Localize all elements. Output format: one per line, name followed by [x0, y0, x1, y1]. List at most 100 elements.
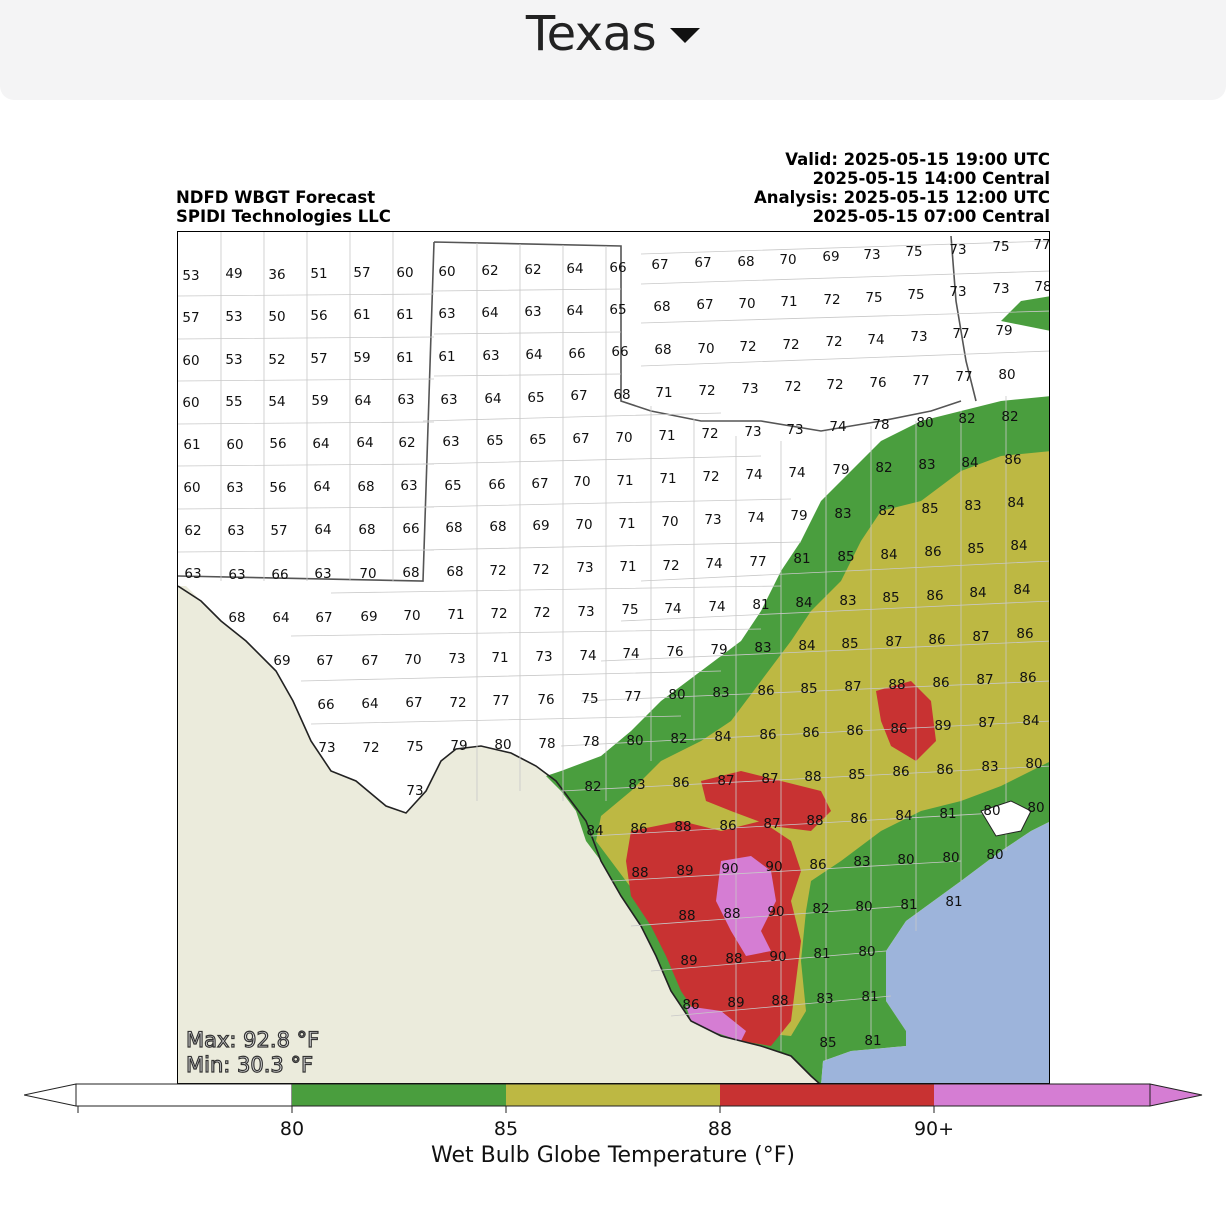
- min-max-stats: Max: 92.8 °F Min: 30.3 °F: [185, 1027, 319, 1078]
- wbgt-point-value: 73: [577, 604, 594, 620]
- wbgt-point-value: 81: [864, 1033, 881, 1049]
- wbgt-point-value: 72: [702, 469, 719, 485]
- colorbar-tick-85: 85: [493, 1118, 519, 1140]
- wbgt-point-value: 74: [747, 510, 764, 526]
- wbgt-point-value: 70: [573, 474, 590, 490]
- wbgt-point-value: 81: [861, 989, 878, 1005]
- wbgt-point-value: 78: [582, 734, 599, 750]
- wbgt-point-value: 68: [653, 299, 670, 315]
- wbgt-point-value: 74: [708, 599, 725, 615]
- wbgt-point-value: 63: [314, 566, 331, 582]
- wbgt-point-value: 72: [449, 695, 466, 711]
- valid-central: 2025-05-15 14:00 Central: [812, 169, 1050, 188]
- wbgt-point-value: 90: [721, 861, 738, 877]
- wbgt-point-value: 84: [969, 585, 986, 601]
- wbgt-point-value: 72: [489, 563, 506, 579]
- wbgt-point-value: 89: [680, 953, 697, 969]
- wbgt-point-value: 57: [353, 265, 370, 281]
- colorbar-high-extension: [1149, 1083, 1203, 1107]
- wbgt-point-value: 73: [406, 783, 423, 799]
- wbgt-point-value: 68: [402, 565, 419, 581]
- wbgt-point-value: 64: [525, 347, 542, 363]
- colorbar-segment-88-90: [720, 1084, 934, 1106]
- wbgt-point-value: 66: [609, 260, 626, 276]
- wbgt-point-value: 88: [771, 993, 788, 1009]
- company-name: SPIDI Technologies LLC: [176, 207, 391, 226]
- colorbar-segment-below-80: [75, 1083, 293, 1107]
- wbgt-point-value: 68: [654, 342, 671, 358]
- caret-down-icon[interactable]: [670, 28, 701, 43]
- wbgt-point-value: 87: [976, 672, 993, 688]
- wbgt-point-value: 87: [844, 679, 861, 695]
- wbgt-point-value: 84: [714, 729, 731, 745]
- wbgt-point-value: 71: [659, 471, 676, 487]
- wbgt-point-value: 83: [816, 991, 833, 1007]
- wbgt-point-value: 88: [674, 819, 691, 835]
- wbgt-point-value: 67: [405, 695, 422, 711]
- wbgt-point-value: 75: [905, 244, 922, 260]
- wbgt-point-value: 73: [863, 247, 880, 263]
- state-borders: [178, 235, 977, 582]
- wbgt-point-value: 69: [532, 518, 549, 534]
- wbgt-point-value: 80: [983, 803, 1000, 819]
- wbgt-point-value: 87: [761, 771, 778, 787]
- wbgt-point-value: 86: [809, 857, 826, 873]
- wbgt-point-value: 86: [719, 818, 736, 834]
- wbgt-point-value: 64: [566, 303, 583, 319]
- wbgt-point-value: 74: [788, 465, 805, 481]
- wbgt-point-value: 64: [481, 305, 498, 321]
- wbgt-point-value: 63: [400, 478, 417, 494]
- wbgt-point-value: 76: [537, 692, 554, 708]
- wbgt-point-value: 70: [615, 430, 632, 446]
- wbgt-point-value: 61: [183, 437, 200, 453]
- wbgt-point-value: 61: [396, 307, 413, 323]
- wbgt-point-value: 65: [529, 432, 546, 448]
- region-header: Texas: [0, 0, 1226, 100]
- wbgt-point-value: 70: [359, 566, 376, 582]
- wbgt-point-value: 66: [271, 567, 288, 583]
- wbgt-point-value: 73: [704, 512, 721, 528]
- region-dropdown[interactable]: Texas: [0, 6, 1226, 62]
- region-label: Texas: [525, 6, 657, 62]
- wbgt-point-value: 73: [949, 284, 966, 300]
- colorbar-segment-90-plus: [934, 1084, 1150, 1106]
- wbgt-point-value: 66: [488, 477, 505, 493]
- wbgt-point-value: 69: [822, 249, 839, 265]
- valid-utc: Valid: 2025-05-15 19:00 UTC: [785, 150, 1050, 169]
- wbgt-point-value: 79: [450, 738, 467, 754]
- wbgt-point-value: 63: [227, 523, 244, 539]
- wbgt-point-value: 82: [878, 503, 895, 519]
- wbgt-point-value: 63: [438, 306, 455, 322]
- wbgt-point-value: 80: [897, 852, 914, 868]
- wbgt-point-value: 67: [694, 255, 711, 271]
- wbgt-point-value: 86: [757, 683, 774, 699]
- wbgt-point-value: 77: [492, 693, 509, 709]
- wbgt-point-value: 69: [360, 609, 377, 625]
- wbgt-point-value: 83: [839, 593, 856, 609]
- wbgt-point-value: 72: [533, 605, 550, 621]
- wbgt-point-value: 78: [1034, 279, 1050, 295]
- wbgt-point-value: 60: [438, 264, 455, 280]
- wbgt-point-value: 80: [1025, 756, 1042, 772]
- wbgt-point-value: 80: [1027, 800, 1044, 816]
- wbgt-point-value: 70: [404, 652, 421, 668]
- wbgt-point-value: 63: [226, 480, 243, 496]
- wbgt-point-value: 75: [992, 239, 1009, 255]
- wbgt-point-value: 86: [759, 727, 776, 743]
- wbgt-point-value: 86: [1016, 626, 1033, 642]
- wbgt-point-value: 84: [1013, 582, 1030, 598]
- wbgt-point-value: 74: [745, 467, 762, 483]
- wbgt-point-value: 64: [354, 393, 371, 409]
- wbgt-point-value: 73: [448, 651, 465, 667]
- wbgt-point-value: 54: [268, 394, 285, 410]
- wbgt-point-value: 83: [853, 854, 870, 870]
- wbgt-point-value: 81: [939, 806, 956, 822]
- forecast-source: NDFD WBGT Forecast SPIDI Technologies LL…: [176, 188, 391, 226]
- wbgt-point-value: 73: [786, 422, 803, 438]
- wbgt-point-value: 67: [531, 476, 548, 492]
- wbgt-point-value: 87: [763, 816, 780, 832]
- wbgt-point-value: 68: [737, 254, 754, 270]
- wbgt-point-value: 83: [712, 685, 729, 701]
- wbgt-point-value: 86: [630, 821, 647, 837]
- wbgt-point-value: 88: [678, 908, 695, 924]
